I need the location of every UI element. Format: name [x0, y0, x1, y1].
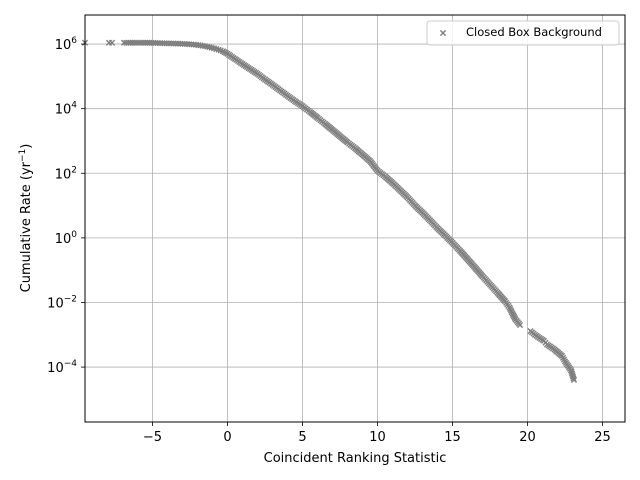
background-point — [359, 151, 366, 158]
data-points — [81, 39, 578, 384]
background-point — [215, 46, 222, 53]
x-tick-label: 5 — [298, 430, 306, 445]
background-point — [531, 331, 539, 338]
legend-box — [426, 20, 620, 46]
background-point — [138, 39, 146, 46]
background-point — [201, 43, 209, 50]
background-point — [366, 157, 374, 165]
background-point — [210, 45, 218, 52]
background-point — [197, 42, 204, 49]
background-point — [206, 44, 213, 51]
background-point — [234, 57, 242, 65]
background-point — [509, 310, 516, 317]
background-point — [321, 120, 329, 127]
background-point — [471, 264, 479, 271]
background-point — [486, 281, 494, 288]
background-point — [269, 81, 276, 88]
y-tick-label: 10−2 — [47, 294, 77, 311]
background-point — [419, 209, 426, 216]
legend-marker-icon — [439, 29, 447, 37]
background-point — [336, 133, 344, 140]
background-point — [494, 289, 501, 296]
background-point — [389, 179, 396, 187]
x-tick-label: 15 — [444, 430, 461, 445]
background-point — [570, 376, 578, 384]
background-point — [254, 70, 261, 77]
background-point — [396, 187, 404, 194]
y-tick-label: 106 — [55, 36, 78, 53]
background-point — [219, 48, 227, 55]
background-point — [506, 304, 513, 311]
background-point — [456, 247, 464, 254]
x-axis-label: Coincident Ranking Statistic — [264, 451, 447, 466]
background-point — [404, 194, 411, 201]
background-point — [561, 358, 569, 365]
y-axis: 106 104 102 100 10−2 10−4 — [47, 36, 85, 376]
background-point — [284, 92, 291, 99]
background-point — [344, 139, 351, 146]
background-point — [246, 65, 254, 73]
background-point — [329, 126, 336, 134]
background-point — [449, 239, 456, 246]
grid — [85, 15, 625, 422]
x-tick-label: 25 — [594, 430, 611, 445]
background-point — [567, 367, 575, 374]
background-point — [291, 98, 299, 105]
background-point — [374, 167, 381, 174]
y-axis-label: Cumulative Rate (yr−1) — [18, 144, 34, 293]
background-point — [228, 53, 236, 61]
background-point — [512, 316, 519, 323]
background-point — [434, 225, 441, 232]
background-point — [381, 173, 389, 180]
background-point — [543, 341, 551, 348]
background-point — [261, 76, 269, 83]
legend-x-marker — [439, 29, 447, 37]
background-point — [299, 103, 306, 110]
background-point — [125, 39, 132, 46]
x-tick-label: 0 — [223, 430, 231, 445]
background-point — [108, 39, 116, 46]
background-point — [276, 87, 284, 94]
background-point — [411, 202, 419, 209]
y-tick-label: 104 — [55, 101, 78, 118]
background-point — [536, 334, 543, 342]
y-tick-label: 102 — [55, 165, 77, 182]
background-point — [239, 60, 246, 68]
background-point — [516, 321, 524, 329]
plot-background — [85, 15, 625, 422]
background-point — [306, 108, 314, 115]
background-point — [441, 232, 449, 239]
background-point — [224, 50, 231, 57]
background-point — [558, 352, 566, 360]
legend: Closed Box Background — [426, 20, 620, 46]
background-trail-marker — [570, 375, 577, 382]
background-point — [132, 39, 140, 46]
y-tick-label: 100 — [55, 230, 78, 247]
background-point — [314, 114, 321, 121]
background-point — [464, 256, 471, 263]
x-tick-label: −5 — [143, 430, 162, 445]
background-point — [426, 217, 434, 224]
x-tick-label: 10 — [369, 430, 386, 445]
y-tick-label: 10−4 — [47, 359, 77, 376]
background-point — [120, 39, 128, 46]
background-point — [146, 39, 153, 46]
x-tick-label: 20 — [519, 430, 536, 445]
background-point — [351, 145, 359, 152]
legend-label: Closed Box Background — [466, 25, 602, 39]
background-point — [551, 346, 558, 353]
x-axis: −5 0 5 10 15 20 25 — [143, 422, 611, 445]
background-point — [501, 298, 509, 305]
background-point — [479, 273, 486, 280]
plot-frame — [84, 14, 626, 423]
